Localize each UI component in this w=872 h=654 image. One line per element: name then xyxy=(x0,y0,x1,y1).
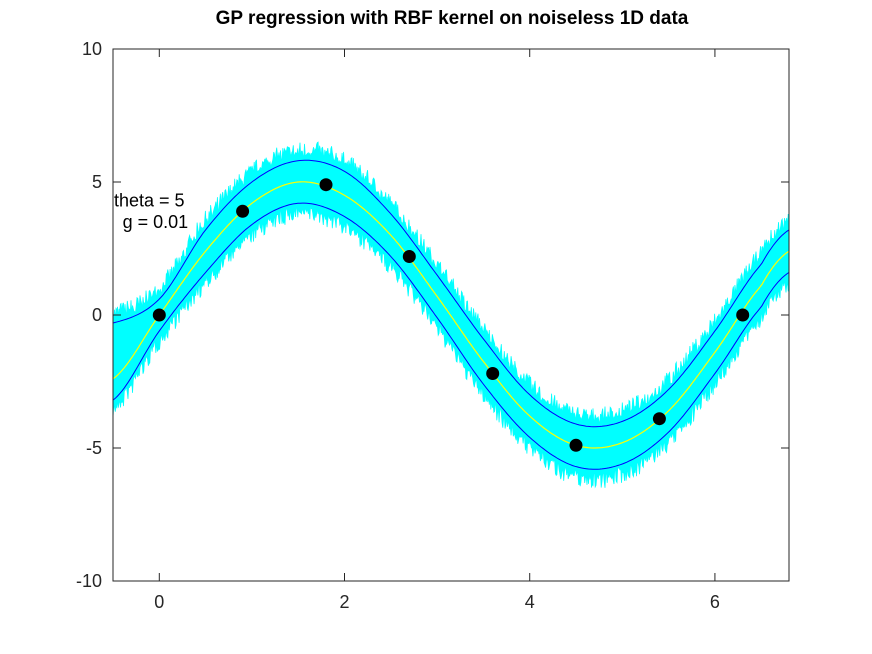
axes: 0 2 4 6 10 5 0 -5 -10 xyxy=(76,39,790,612)
posterior-sample-band xyxy=(112,141,790,489)
posterior-mean-line xyxy=(112,181,790,449)
training-point xyxy=(319,178,333,192)
training-point xyxy=(152,308,166,322)
x-tick-label: 6 xyxy=(710,592,720,612)
training-points xyxy=(152,178,750,452)
y-tick-label: -5 xyxy=(86,438,102,458)
annotation-g: g = 0.01 xyxy=(123,212,189,232)
y-tick-label: 10 xyxy=(82,39,102,59)
series-lines xyxy=(112,159,790,470)
y-tick-label: 0 xyxy=(92,305,102,325)
training-point xyxy=(236,204,250,218)
chart-title: GP regression with RBF kernel on noisele… xyxy=(216,8,689,29)
training-point xyxy=(736,308,750,322)
x-tick-label: 0 xyxy=(154,592,164,612)
training-point xyxy=(652,412,666,426)
y-tick-label: -10 xyxy=(76,571,102,591)
training-point xyxy=(402,250,416,263)
lower-band-line xyxy=(112,202,790,470)
x-axis-ticks: 0 2 4 6 xyxy=(154,49,720,612)
plot-area xyxy=(112,141,790,489)
annotation-theta: theta = 5 xyxy=(114,191,185,211)
y-axis-ticks: 10 5 0 -5 -10 xyxy=(76,39,789,591)
annotations: theta = 5g = 0.01 xyxy=(114,191,188,232)
training-point xyxy=(569,438,583,452)
x-tick-label: 4 xyxy=(525,592,535,612)
training-point xyxy=(486,367,500,380)
posterior-sample-area xyxy=(112,141,790,489)
x-tick-label: 2 xyxy=(339,592,349,612)
y-tick-label: 5 xyxy=(92,172,102,192)
upper-band-line xyxy=(112,159,790,428)
